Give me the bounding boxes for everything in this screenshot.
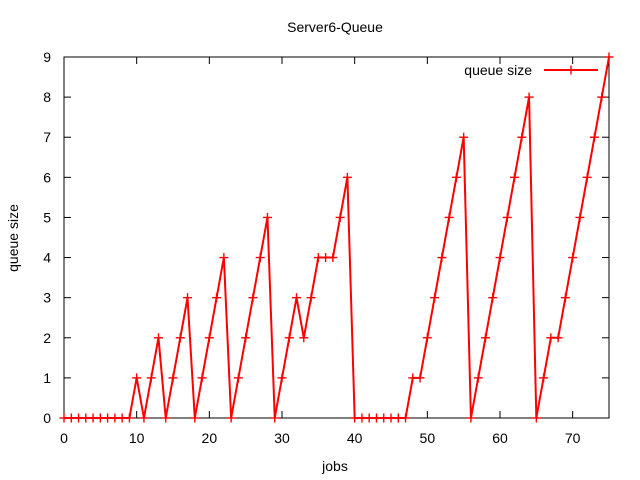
tick-labels: 0 10 20 30 40 50 60 70 0 1 2 3 4 5 6 7 8 9 — [43, 49, 580, 446]
x-tick-label: 60 — [492, 430, 508, 446]
y-tick-label: 4 — [43, 250, 51, 266]
y-tick-label: 2 — [43, 330, 51, 346]
y-tick-label: 3 — [43, 290, 51, 306]
series-group — [59, 52, 614, 423]
legend-label: queue size — [464, 62, 532, 78]
y-tick-label: 8 — [43, 89, 51, 105]
legend: queue size — [464, 62, 598, 78]
x-tick-label: 0 — [60, 430, 68, 446]
y-tick-label: 0 — [43, 410, 51, 426]
y-axis-label: queue size — [5, 204, 21, 272]
y-tick-label: 9 — [43, 49, 51, 65]
x-tick-label: 10 — [129, 430, 145, 446]
x-tick-label: 70 — [565, 430, 581, 446]
x-tick-label: 30 — [274, 430, 290, 446]
x-tick-label: 20 — [202, 430, 218, 446]
y-tick-label: 1 — [43, 370, 51, 386]
x-tick-label: 50 — [420, 430, 436, 446]
series-line — [64, 56, 610, 419]
x-tick-label: 40 — [347, 430, 363, 446]
y-tick-label: 5 — [43, 209, 51, 225]
chart-title: Server6-Queue — [287, 19, 383, 35]
x-axis-label: jobs — [321, 458, 348, 474]
legend-marker — [566, 65, 576, 75]
plot-frame — [63, 56, 610, 419]
y-tick-label: 6 — [43, 169, 51, 185]
y-tick-label: 7 — [43, 129, 51, 145]
